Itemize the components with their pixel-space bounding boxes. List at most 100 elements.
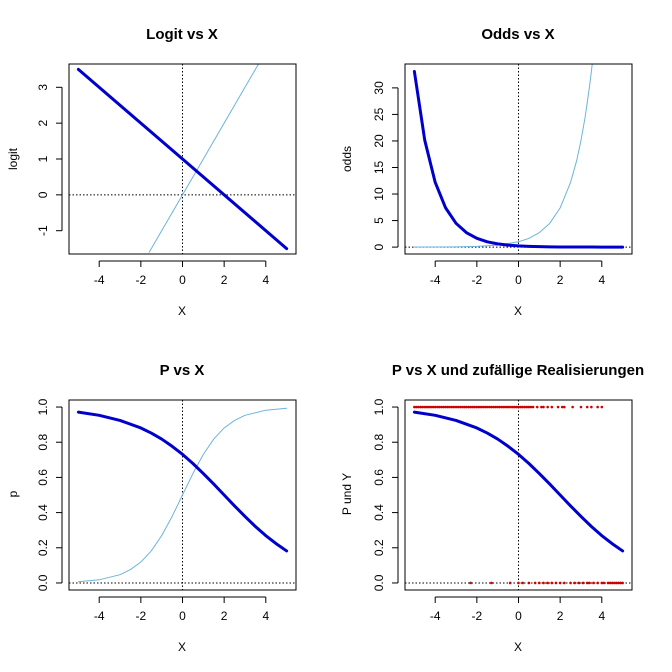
x-axis-label: X bbox=[178, 640, 186, 654]
y-tick-label: 0.6 bbox=[372, 469, 386, 486]
y-tick-label: 30 bbox=[372, 81, 386, 95]
data-point-y1 bbox=[556, 405, 560, 409]
data-point-y1 bbox=[419, 405, 422, 409]
series-line-thin bbox=[77, 407, 288, 583]
data-point-y0 bbox=[517, 581, 520, 585]
y-tick-label: 0.2 bbox=[36, 539, 50, 556]
data-point-y1 bbox=[571, 405, 574, 409]
data-point-y1 bbox=[535, 405, 539, 409]
data-point-y0 bbox=[621, 581, 624, 585]
data-point-y1 bbox=[494, 405, 497, 409]
x-tick-label: -2 bbox=[472, 609, 483, 623]
data-point-y1 bbox=[550, 405, 554, 409]
data-point-y0 bbox=[615, 581, 618, 585]
data-point-y0 bbox=[596, 581, 599, 585]
y-tick-label: 0 bbox=[36, 191, 50, 198]
data-point-y0 bbox=[533, 581, 537, 585]
data-point-y1 bbox=[460, 405, 464, 409]
panel-p-vs-x-realisierungen: P vs X und zufällige Realisierungen X P … bbox=[340, 362, 644, 654]
data-point-y1 bbox=[454, 405, 458, 409]
data-point-y1 bbox=[523, 405, 527, 409]
data-point-y1 bbox=[435, 405, 439, 409]
panel-title: Logit vs X bbox=[146, 26, 218, 43]
data-point-y1 bbox=[481, 405, 485, 409]
data-point-y1 bbox=[540, 405, 543, 409]
plot-frame bbox=[404, 399, 633, 591]
plot-area bbox=[76, 407, 289, 583]
data-point-y1 bbox=[492, 405, 495, 409]
y-axis-label: p bbox=[6, 490, 20, 497]
data-point-y0 bbox=[602, 581, 606, 585]
data-point-y1 bbox=[490, 405, 493, 409]
data-point-y1 bbox=[450, 405, 454, 409]
data-point-y0 bbox=[554, 581, 558, 585]
y-tick-label: 0.8 bbox=[372, 434, 386, 451]
x-tick-label: 0 bbox=[179, 273, 186, 287]
data-point-y1 bbox=[440, 405, 443, 409]
data-point-y1 bbox=[456, 405, 460, 409]
data-point-y1 bbox=[475, 405, 479, 409]
data-point-y1 bbox=[579, 405, 583, 409]
x-tick-label: 4 bbox=[598, 273, 605, 287]
x-axis-label: X bbox=[514, 640, 522, 654]
x-tick-label: 0 bbox=[515, 273, 522, 287]
data-point-y1 bbox=[423, 405, 427, 409]
y-tick-label: -1 bbox=[36, 225, 50, 236]
data-point-y1 bbox=[529, 405, 533, 409]
x-tick-label: 4 bbox=[262, 609, 269, 623]
data-point-y0 bbox=[469, 581, 472, 585]
data-point-y1 bbox=[452, 405, 456, 409]
data-point-y0 bbox=[610, 581, 614, 585]
data-point-y0 bbox=[606, 581, 610, 585]
data-point-y1 bbox=[483, 405, 487, 409]
data-point-y1 bbox=[560, 405, 564, 409]
y-tick-label: 0.8 bbox=[36, 434, 50, 451]
data-point-y0 bbox=[527, 581, 531, 585]
x-tick-label: -4 bbox=[430, 609, 441, 623]
data-point-y0 bbox=[538, 581, 541, 585]
x-axis-label: X bbox=[514, 304, 522, 318]
data-point-y1 bbox=[590, 405, 593, 409]
data-point-y1 bbox=[469, 405, 472, 409]
y-axis-label: P und Y bbox=[340, 473, 354, 515]
data-point-y1 bbox=[502, 405, 506, 409]
data-point-y1 bbox=[513, 405, 516, 409]
x-tick-label: -2 bbox=[472, 273, 483, 287]
data-point-y1 bbox=[488, 405, 491, 409]
x-tick-label: 2 bbox=[557, 609, 564, 623]
plot-frame bbox=[68, 63, 297, 255]
y-tick-label: 0.6 bbox=[36, 469, 50, 486]
data-point-y1 bbox=[413, 405, 416, 409]
y-tick-label: 15 bbox=[372, 160, 386, 174]
x-tick-label: 2 bbox=[221, 609, 228, 623]
y-tick-label: 1.0 bbox=[36, 398, 50, 415]
data-point-y0 bbox=[490, 581, 493, 585]
data-point-y1 bbox=[510, 405, 514, 409]
y-axis-label: odds bbox=[340, 146, 354, 172]
data-point-y0 bbox=[569, 581, 572, 585]
data-point-y0 bbox=[592, 581, 595, 585]
data-point-y1 bbox=[500, 405, 504, 409]
plot-area bbox=[412, 64, 625, 249]
data-point-y1 bbox=[425, 405, 429, 409]
y-tick-label: 0.0 bbox=[372, 574, 386, 591]
data-point-y1 bbox=[517, 405, 520, 409]
data-point-y1 bbox=[448, 405, 452, 409]
y-axis-label: logit bbox=[6, 147, 20, 170]
data-point-y1 bbox=[429, 405, 433, 409]
data-point-y0 bbox=[521, 581, 524, 585]
y-tick-label: 0.4 bbox=[372, 504, 386, 521]
plot-area bbox=[76, 64, 289, 253]
data-point-y1 bbox=[485, 405, 489, 409]
data-point-y0 bbox=[558, 581, 562, 585]
data-point-y1 bbox=[446, 405, 449, 409]
data-point-y1 bbox=[496, 405, 499, 409]
data-point-y0 bbox=[581, 581, 585, 585]
data-point-y0 bbox=[546, 581, 549, 585]
data-point-y1 bbox=[504, 405, 508, 409]
data-point-y1 bbox=[600, 405, 604, 409]
x-tick-label: 4 bbox=[598, 609, 605, 623]
x-tick-label: 0 bbox=[515, 609, 522, 623]
data-point-y0 bbox=[600, 581, 604, 585]
y-tick-label: 25 bbox=[372, 107, 386, 121]
